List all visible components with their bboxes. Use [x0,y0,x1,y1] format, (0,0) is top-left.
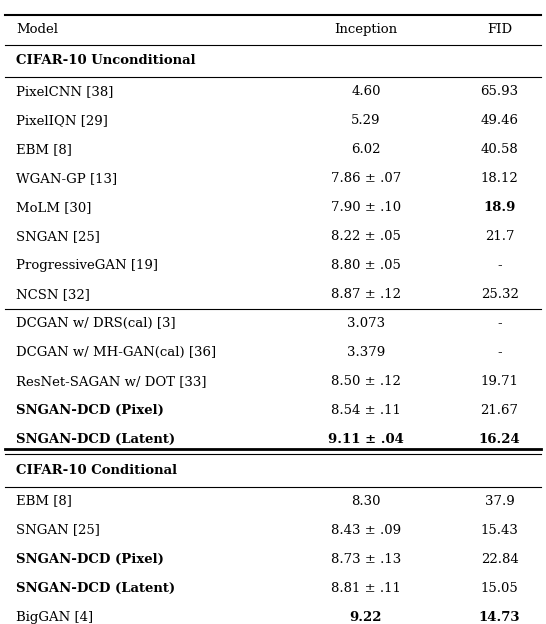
Text: 65.93: 65.93 [480,85,519,98]
Text: 8.87 ± .12: 8.87 ± .12 [331,288,401,301]
Text: 7.86 ± .07: 7.86 ± .07 [331,172,401,185]
Text: ResNet-SAGAN w/ DOT [33]: ResNet-SAGAN w/ DOT [33] [16,375,207,388]
Text: FID: FID [487,24,512,36]
Text: 3.379: 3.379 [347,346,385,359]
Text: SNGAN-DCD (Pixel): SNGAN-DCD (Pixel) [16,404,164,417]
Text: 14.73: 14.73 [479,611,520,624]
Text: 22.84: 22.84 [480,553,519,566]
Text: SNGAN-DCD (Latent): SNGAN-DCD (Latent) [16,433,175,446]
Text: 8.30: 8.30 [351,495,381,507]
Text: 19.71: 19.71 [480,375,519,388]
Text: 8.54 ± .11: 8.54 ± .11 [331,404,401,417]
Text: BigGAN [4]: BigGAN [4] [16,611,93,624]
Text: 18.9: 18.9 [483,201,516,214]
Text: PixelIQN [29]: PixelIQN [29] [16,114,108,127]
Text: 16.24: 16.24 [479,433,520,446]
Text: Model: Model [16,24,58,36]
Text: -: - [497,317,502,330]
Text: 8.50 ± .12: 8.50 ± .12 [331,375,401,388]
Text: SNGAN-DCD (Pixel): SNGAN-DCD (Pixel) [16,553,164,566]
Text: 15.05: 15.05 [480,582,519,595]
Text: 25.32: 25.32 [480,288,519,301]
Text: 8.43 ± .09: 8.43 ± .09 [331,524,401,537]
Text: EBM [8]: EBM [8] [16,495,72,507]
Text: 21.67: 21.67 [480,404,519,417]
Text: 3.073: 3.073 [347,317,385,330]
Text: EBM [8]: EBM [8] [16,143,72,156]
Text: 8.73 ± .13: 8.73 ± .13 [331,553,401,566]
Text: 8.80 ± .05: 8.80 ± .05 [331,259,401,272]
Text: -: - [497,259,502,272]
Text: 8.22 ± .05: 8.22 ± .05 [331,230,401,243]
Text: DCGAN w/ MH-GAN(cal) [36]: DCGAN w/ MH-GAN(cal) [36] [16,346,217,359]
Text: 8.81 ± .11: 8.81 ± .11 [331,582,401,595]
Text: 4.60: 4.60 [351,85,381,98]
Text: 49.46: 49.46 [480,114,519,127]
Text: NCSN [32]: NCSN [32] [16,288,90,301]
Text: PixelCNN [38]: PixelCNN [38] [16,85,114,98]
Text: DCGAN w/ DRS(cal) [3]: DCGAN w/ DRS(cal) [3] [16,317,176,330]
Text: -: - [497,346,502,359]
Text: 37.9: 37.9 [485,495,514,507]
Text: 40.58: 40.58 [480,143,519,156]
Text: 6.02: 6.02 [351,143,381,156]
Text: SNGAN [25]: SNGAN [25] [16,230,100,243]
Text: 18.12: 18.12 [480,172,519,185]
Text: 7.90 ± .10: 7.90 ± .10 [331,201,401,214]
Text: 21.7: 21.7 [485,230,514,243]
Text: CIFAR-10 Conditional: CIFAR-10 Conditional [16,464,177,477]
Text: CIFAR-10 Unconditional: CIFAR-10 Unconditional [16,54,196,67]
Text: 15.43: 15.43 [480,524,519,537]
Text: ProgressiveGAN [19]: ProgressiveGAN [19] [16,259,158,272]
Text: SNGAN [25]: SNGAN [25] [16,524,100,537]
Text: 9.22: 9.22 [349,611,382,624]
Text: MoLM [30]: MoLM [30] [16,201,92,214]
Text: WGAN-GP [13]: WGAN-GP [13] [16,172,117,185]
Text: SNGAN-DCD (Latent): SNGAN-DCD (Latent) [16,582,175,595]
Text: Inception: Inception [334,24,397,36]
Text: 9.11 ± .04: 9.11 ± .04 [328,433,403,446]
Text: 5.29: 5.29 [351,114,381,127]
